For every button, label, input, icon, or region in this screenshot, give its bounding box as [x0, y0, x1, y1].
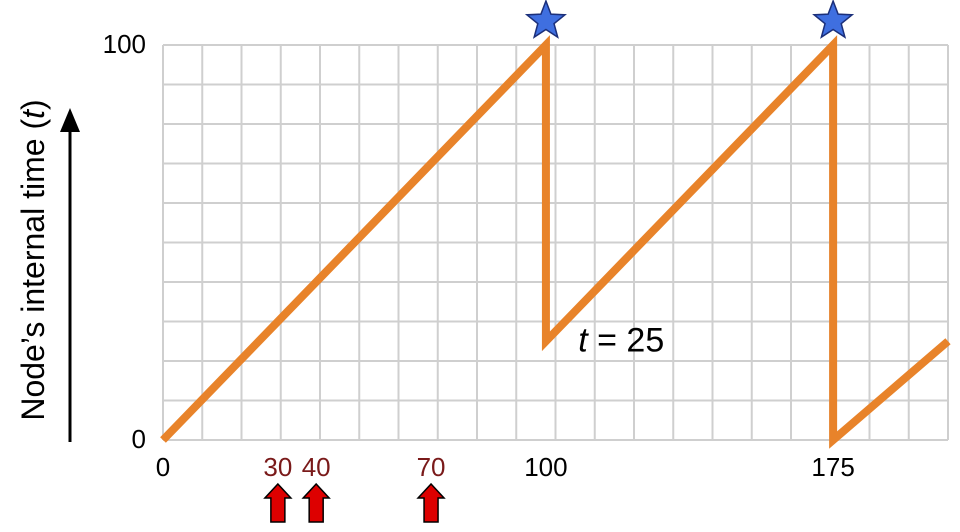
- tick-labels-group: 0 30 40 70 100 175 0 100: [103, 29, 855, 482]
- y-axis-label-group: Node’s internal time (t): [15, 99, 80, 442]
- grid: [162, 44, 949, 441]
- y-axis-label-var: t: [15, 109, 51, 119]
- x-tick-label: 40: [302, 452, 331, 482]
- up-arrow-icon: [263, 482, 293, 523]
- y-tick-label: 0: [132, 424, 146, 454]
- up-arrow-icon: [416, 482, 446, 523]
- series-group: [160, 35, 951, 449]
- event-arrows-group: [263, 482, 446, 523]
- series-line: [160, 35, 951, 449]
- up-arrow-icon: [301, 482, 331, 523]
- y-axis-label-suffix: ): [15, 99, 51, 110]
- x-tick-label: 0: [156, 452, 170, 482]
- y-axis-label-prefix: Node’s internal time (: [15, 119, 51, 421]
- star-marker: [524, 0, 567, 39]
- annotation-var: t: [578, 321, 589, 359]
- y-axis-label: Node’s internal time (t): [15, 99, 51, 420]
- x-tick-label: 175: [811, 452, 854, 482]
- star-marker: [812, 0, 855, 39]
- x-tick-label: 30: [263, 452, 292, 482]
- y-axis-arrow-head: [60, 108, 80, 132]
- markers-group: [524, 0, 855, 39]
- annotation: t = 25: [578, 321, 664, 359]
- annotation-text: = 25: [588, 321, 665, 359]
- x-tick-label: 70: [417, 452, 446, 482]
- x-tick-label: 100: [524, 452, 567, 482]
- y-tick-label: 100: [103, 29, 146, 59]
